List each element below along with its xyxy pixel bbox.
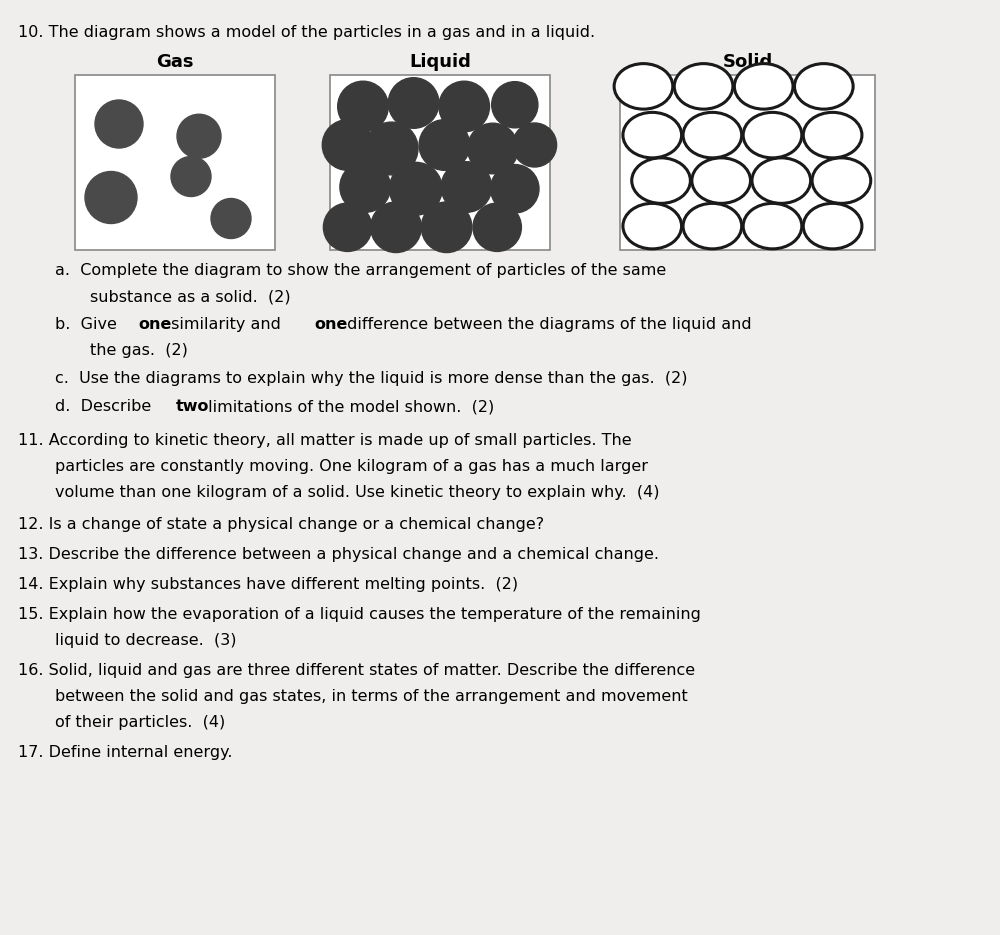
Text: d.  Describe: d. Describe [55,399,156,414]
Ellipse shape [623,112,682,158]
Text: c.  Use the diagrams to explain why the liquid is more dense than the gas.  (2): c. Use the diagrams to explain why the l… [55,371,688,386]
Circle shape [491,165,539,213]
Ellipse shape [683,112,742,158]
Ellipse shape [632,158,690,203]
Text: similarity and: similarity and [166,317,286,332]
Text: 11. According to kinetic theory, all matter is made up of small particles. The: 11. According to kinetic theory, all mat… [18,433,632,448]
Text: two: two [175,399,209,414]
Text: one: one [314,317,348,332]
Circle shape [171,156,211,196]
Text: one: one [138,317,172,332]
Text: liquid to decrease.  (3): liquid to decrease. (3) [55,633,237,648]
Text: difference between the diagrams of the liquid and: difference between the diagrams of the l… [342,317,752,332]
Ellipse shape [803,112,862,158]
Text: volume than one kilogram of a solid. Use kinetic theory to explain why.  (4): volume than one kilogram of a solid. Use… [55,485,660,500]
Circle shape [439,81,490,132]
Circle shape [322,120,373,170]
Text: 13. Describe the difference between a physical change and a chemical change.: 13. Describe the difference between a ph… [18,547,659,562]
Ellipse shape [623,203,682,249]
Ellipse shape [743,203,802,249]
FancyBboxPatch shape [330,75,550,250]
Text: substance as a solid.  (2): substance as a solid. (2) [90,289,291,304]
FancyBboxPatch shape [620,75,875,250]
Circle shape [513,123,557,167]
Text: particles are constantly moving. One kilogram of a gas has a much larger: particles are constantly moving. One kil… [55,459,648,474]
Text: Solid: Solid [722,53,773,71]
Circle shape [389,163,442,215]
Text: a.  Complete the diagram to show the arrangement of particles of the same: a. Complete the diagram to show the arra… [55,263,666,278]
Text: limitations of the model shown.  (2): limitations of the model shown. (2) [203,399,494,414]
Text: 15. Explain how the evaporation of a liquid causes the temperature of the remain: 15. Explain how the evaporation of a liq… [18,607,701,622]
Text: of their particles.  (4): of their particles. (4) [55,715,225,730]
Ellipse shape [674,64,733,109]
Circle shape [211,198,251,238]
Text: 16. Solid, liquid and gas are three different states of matter. Describe the dif: 16. Solid, liquid and gas are three diff… [18,663,695,678]
Ellipse shape [812,158,871,203]
Ellipse shape [743,112,802,158]
Circle shape [371,202,421,252]
Text: b.  Give: b. Give [55,317,122,332]
Circle shape [340,162,390,212]
Ellipse shape [803,203,862,249]
Circle shape [492,81,538,128]
Text: between the solid and gas states, in terms of the arrangement and movement: between the solid and gas states, in ter… [55,689,688,704]
Ellipse shape [683,203,742,249]
Circle shape [441,162,492,212]
Circle shape [323,203,372,252]
Text: the gas.  (2): the gas. (2) [90,343,188,358]
Circle shape [365,122,418,175]
Text: 12. Is a change of state a physical change or a chemical change?: 12. Is a change of state a physical chan… [18,517,544,532]
Ellipse shape [692,158,750,203]
Circle shape [473,203,521,252]
Circle shape [388,78,439,128]
Text: 10. The diagram shows a model of the particles in a gas and in a liquid.: 10. The diagram shows a model of the par… [18,25,595,40]
Circle shape [95,100,143,148]
Circle shape [85,171,137,223]
Circle shape [468,123,518,174]
Circle shape [421,202,472,252]
Ellipse shape [614,64,673,109]
Ellipse shape [734,64,793,109]
Circle shape [177,114,221,158]
FancyBboxPatch shape [75,75,275,250]
Text: Liquid: Liquid [409,53,471,71]
Ellipse shape [752,158,811,203]
Text: Gas: Gas [156,53,194,71]
Text: 14. Explain why substances have different melting points.  (2): 14. Explain why substances have differen… [18,577,518,592]
Text: 17. Define internal energy.: 17. Define internal energy. [18,745,232,760]
Circle shape [419,120,470,170]
Circle shape [338,81,388,132]
Ellipse shape [794,64,853,109]
